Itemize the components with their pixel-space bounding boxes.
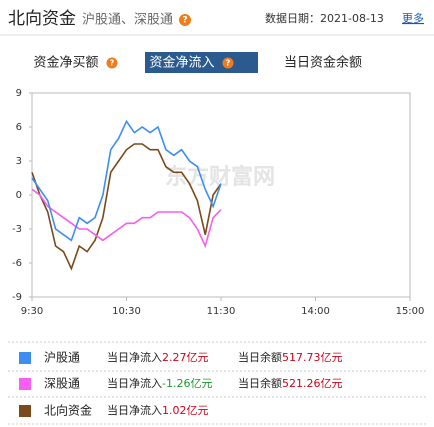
inflow: 当日净流入-1.26亿元 [107,376,212,390]
tabs: 资金净买额? 资金净流入? 当日资金余额 [33,55,362,71]
inflow-value: 2.27亿元 [162,351,209,364]
x-tick-label: 14:00 [301,306,330,317]
tab-label[interactable]: 资金净买额 [33,55,98,71]
y-tick-label: 9 [16,88,22,99]
inflow: 当日净流入2.27亿元 [107,350,209,364]
balance: 当日余额521.26亿元 [238,376,343,390]
legend-swatch [19,352,31,364]
subtitle: 沪股通、深股通 [82,12,173,28]
inflow-value: 1.02亿元 [162,404,209,417]
x-tick-label: 10:30 [112,306,141,317]
balance-label: 当日余额 [238,350,282,364]
legend-swatch [19,405,31,417]
inflow-label: 当日净流入 [107,350,162,364]
tab-help-mark: ? [226,59,231,68]
inflow-label: 当日净流入 [107,403,162,417]
y-tick-label: -9 [12,292,22,303]
legend-name: 深股通 [44,377,80,391]
legend-name: 沪股通 [44,351,80,365]
balance-label: 当日余额 [238,376,282,390]
series-line [31,188,222,249]
title: 北向资金 [8,9,76,29]
inflow-value: -1.26亿元 [162,377,212,390]
more-link[interactable]: 更多 [402,11,424,25]
balance: 当日余额517.73亿元 [238,350,343,364]
legend-name: 北向资金 [44,403,92,418]
y-tick-label: -6 [12,258,22,269]
x-tick-label: 9:30 [21,306,43,317]
y-tick-label: -3 [12,224,22,235]
series-line [31,119,222,242]
tab-help-mark: ? [110,59,115,68]
tab-help-icon [222,57,234,69]
date: 数据日期：2021-08-13 [265,11,384,25]
inflow: 当日净流入1.02亿元 [107,403,209,417]
series-line [31,143,222,271]
help-icon[interactable] [179,14,191,26]
tab-label[interactable]: 资金净流入 [149,55,214,71]
tab-help-icon [106,57,118,69]
legend-swatch [19,378,31,390]
y-tick-label: 3 [16,156,22,167]
x-tick-label: 15:00 [396,306,425,317]
balance-value: 517.73亿元 [282,351,343,364]
y-tick-label: 6 [16,122,22,133]
balance-value: 521.26亿元 [282,377,343,390]
x-tick-label: 11:30 [207,306,236,317]
plot-frame [31,92,411,298]
tab-label[interactable]: 当日资金余额 [284,55,362,71]
y-tick-label: 0 [16,190,22,201]
inflow-label: 当日净流入 [107,376,162,390]
help-mark: ? [182,16,187,26]
